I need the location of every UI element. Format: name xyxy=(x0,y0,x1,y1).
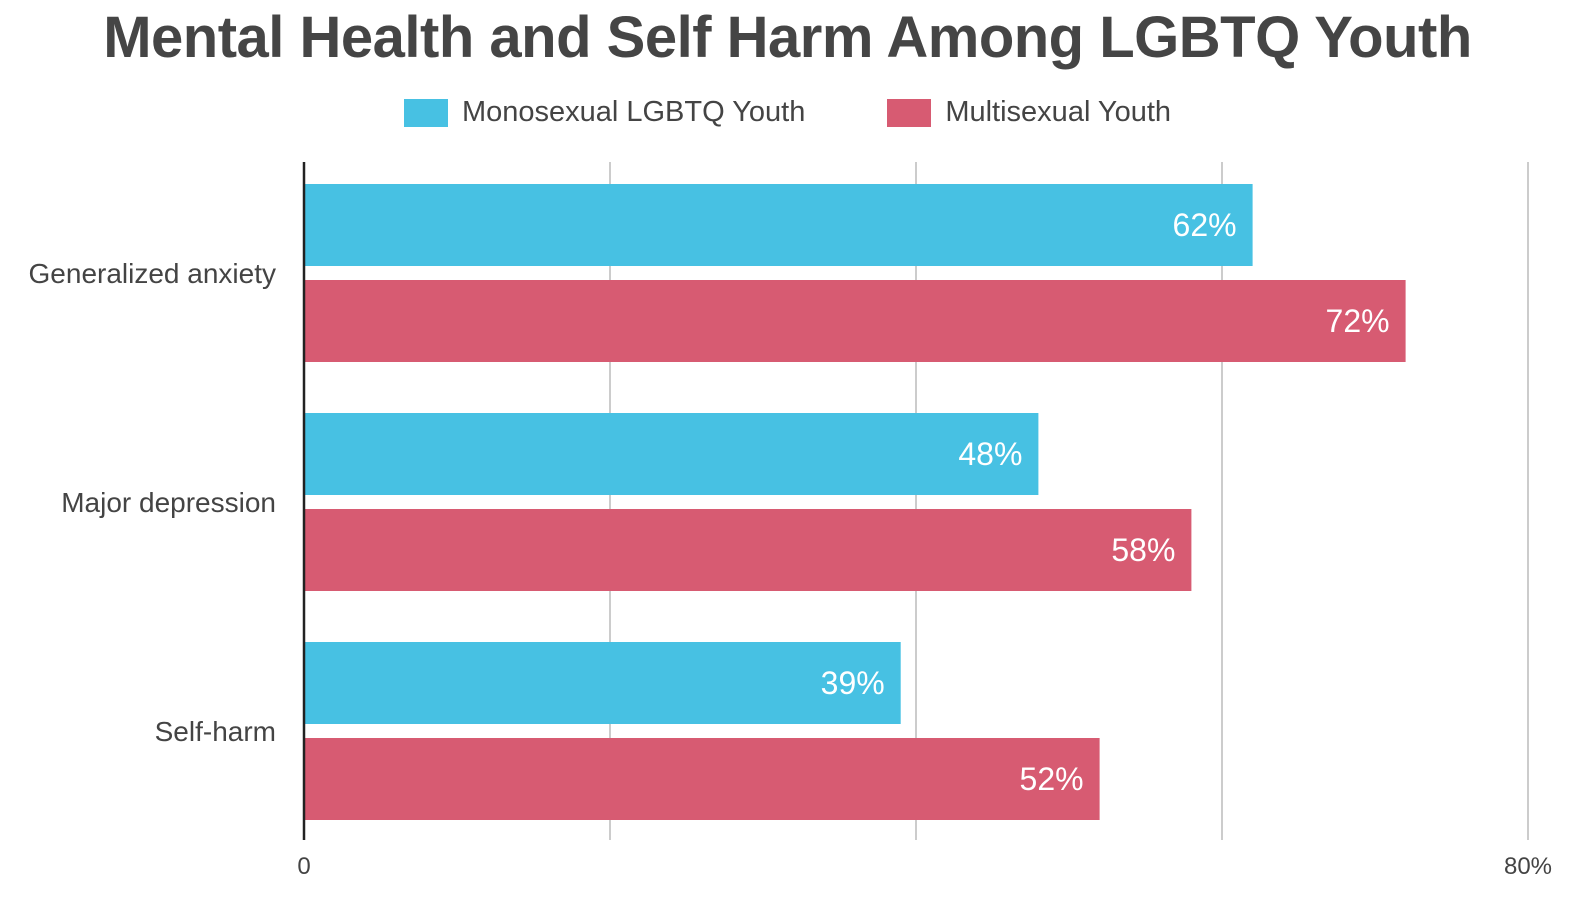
legend-swatch-multisexual xyxy=(887,98,932,127)
legend-swatch-monosexual xyxy=(403,98,448,127)
x-tick-label: 0 xyxy=(297,853,310,880)
bar-monosexual-lgbtq-youth-self-harm xyxy=(304,642,901,724)
legend: Monosexual LGBTQ Youth Multisexual Youth xyxy=(0,96,1575,129)
legend-item-monosexual: Monosexual LGBTQ Youth xyxy=(403,96,806,129)
bar-monosexual-lgbtq-youth-major-depression xyxy=(304,413,1039,495)
bar-multisexual-youth-self-harm xyxy=(304,738,1100,820)
data-label: 48% xyxy=(958,436,1022,472)
data-label: 52% xyxy=(1020,761,1084,797)
data-label: 72% xyxy=(1326,303,1390,339)
x-tick-label: 80% xyxy=(1504,853,1552,880)
legend-label-multisexual: Multisexual Youth xyxy=(945,96,1172,128)
category-label: Major depression xyxy=(61,487,276,518)
bar-multisexual-youth-generalized-anxiety xyxy=(304,280,1406,362)
bar-monosexual-lgbtq-youth-generalized-anxiety xyxy=(304,184,1253,266)
data-label: 39% xyxy=(821,665,885,701)
chart-title: Mental Health and Self Harm Among LGBTQ … xyxy=(103,5,1472,70)
category-label: Self-harm xyxy=(155,716,276,747)
data-label: 58% xyxy=(1111,532,1175,568)
legend-item-multisexual: Multisexual Youth xyxy=(887,96,1171,129)
data-label: 62% xyxy=(1173,207,1237,243)
legend-label-monosexual: Monosexual LGBTQ Youth xyxy=(461,96,806,128)
bar-multisexual-youth-major-depression xyxy=(304,509,1192,591)
category-label: Generalized anxiety xyxy=(29,258,276,289)
